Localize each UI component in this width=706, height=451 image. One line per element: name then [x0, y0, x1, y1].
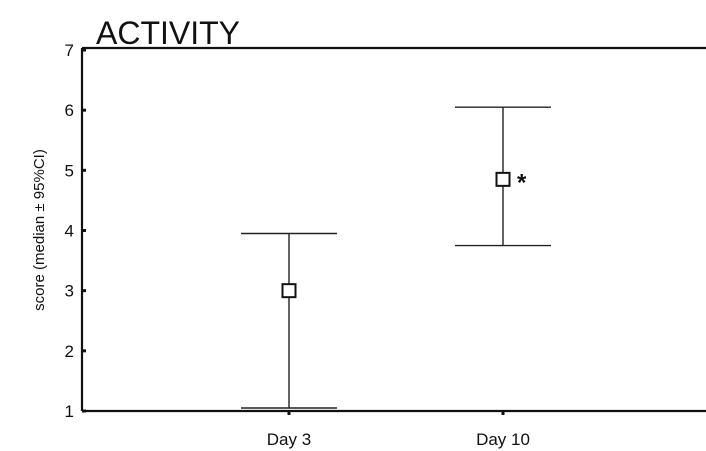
median-point-2 [495, 171, 511, 187]
x-tick-label-1: Day 3 [267, 430, 311, 449]
y-tick-label-7: 7 [65, 41, 74, 60]
x-tick-label-2: Day 10 [476, 430, 530, 449]
y-ticks: 1 2 3 4 5 6 7 [65, 41, 86, 421]
y-tick-label-6: 6 [65, 101, 74, 120]
significance-annotation-2: * [517, 169, 527, 196]
y-axis-label: score (median ± 95%CI) [31, 149, 48, 311]
y-tick-label-1: 1 [65, 402, 74, 421]
median-point-1 [281, 283, 297, 299]
x-ticks: Day 3 Day 10 [267, 411, 530, 449]
y-tick-label-5: 5 [65, 161, 74, 180]
y-tick-label-2: 2 [65, 342, 74, 361]
data-marks: * [241, 106, 551, 409]
chart-title: ACTIVITY [96, 15, 240, 51]
axes [80, 46, 706, 413]
y-tick-label-3: 3 [65, 282, 74, 301]
y-tick-label-4: 4 [65, 222, 74, 241]
